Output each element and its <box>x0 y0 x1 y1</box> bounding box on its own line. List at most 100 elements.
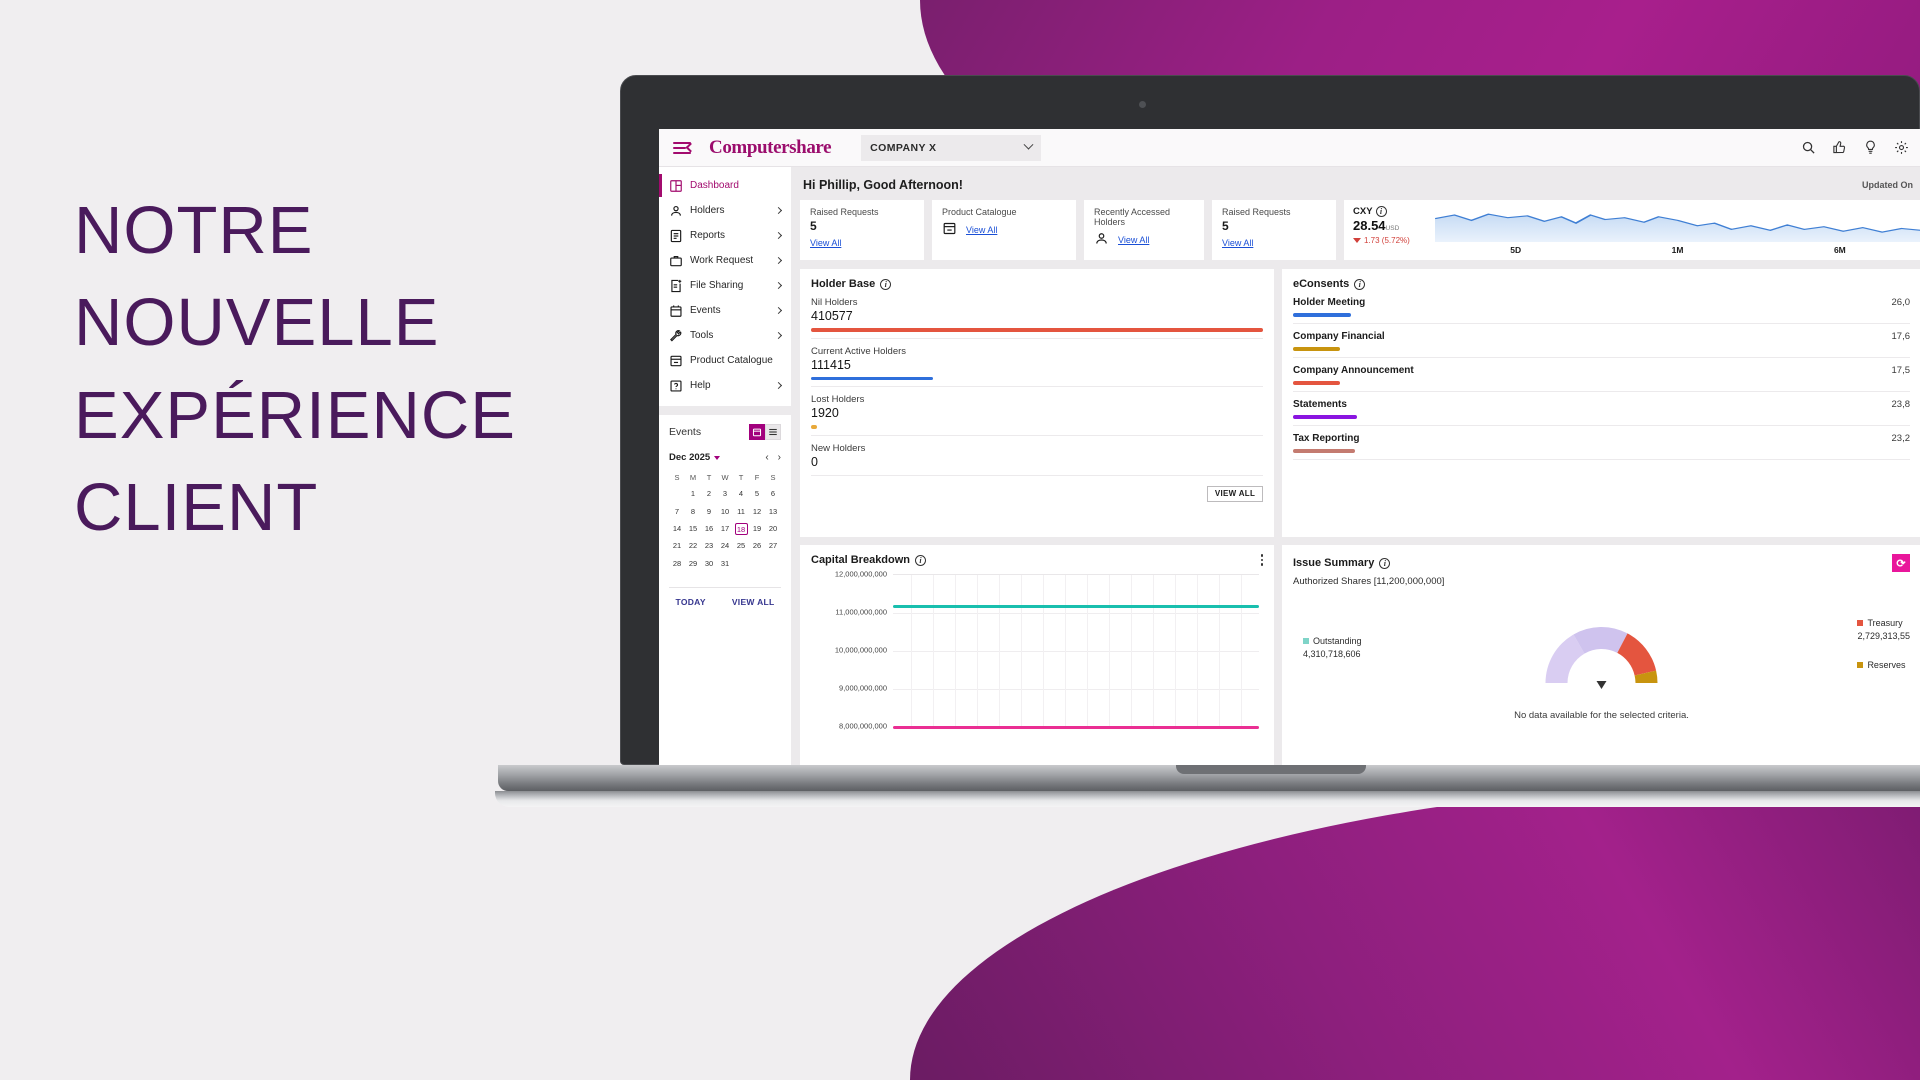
sidebar-item-events[interactable]: Events <box>659 298 791 323</box>
kpi-card-raised-requests-1[interactable]: Raised Requests 5 View All <box>800 200 924 260</box>
calendar-day[interactable] <box>669 484 685 503</box>
sidebar-item-holders[interactable]: Holders <box>659 198 791 223</box>
sidebar-item-help[interactable]: Help <box>659 373 791 398</box>
calendar-day[interactable] <box>733 554 749 573</box>
info-icon[interactable]: i <box>915 554 927 566</box>
kpi-view-all-link[interactable]: View All <box>1118 234 1150 245</box>
refresh-icon[interactable]: ⟳ <box>1892 554 1910 572</box>
calendar-day[interactable]: 15 <box>688 523 698 533</box>
calendar-day[interactable]: 31 <box>720 558 730 568</box>
calendar-day[interactable]: 6 <box>770 488 776 498</box>
info-icon[interactable]: i <box>880 278 892 290</box>
econsent-value: 17,5 <box>1891 365 1911 376</box>
calendar-day[interactable]: 29 <box>688 558 698 568</box>
calendar-day[interactable]: 25 <box>736 540 746 550</box>
calendar-day[interactable]: 2 <box>706 488 712 498</box>
calendar-day[interactable]: 27 <box>768 540 778 550</box>
thumbs-up-icon[interactable] <box>1832 140 1847 155</box>
holder-base-bar <box>811 328 1263 332</box>
holder-base-value: 0 <box>811 454 818 469</box>
kpi-card-recently-accessed-holders[interactable]: Recently Accessed Holders View All <box>1084 200 1204 260</box>
issue-summary-donut: Outstanding 4,310,718,606 Treasury 2,729… <box>1293 591 1910 721</box>
calendar-day[interactable]: 19 <box>752 523 762 533</box>
kpi-card-product-catalogue[interactable]: Product Catalogue View All <box>932 200 1076 260</box>
gear-icon[interactable] <box>1894 140 1909 155</box>
holder-base-row: New Holders 0 <box>811 436 1263 476</box>
kpi-view-all-link[interactable]: View All <box>966 224 998 235</box>
kpi-view-all-link[interactable]: View All <box>810 238 842 249</box>
calendar-day[interactable]: 17 <box>720 523 730 533</box>
calendar-day[interactable]: 20 <box>768 523 778 533</box>
events-header: Events <box>669 424 781 440</box>
calendar-prev-button[interactable]: ‹ <box>765 452 769 463</box>
calendar-day[interactable]: 11 <box>737 506 745 516</box>
calendar-day[interactable]: 10 <box>720 506 730 516</box>
ticker-range-1m[interactable]: 1M <box>1671 245 1684 255</box>
calendar-day[interactable]: 14 <box>672 523 682 533</box>
ticker-sparkline: 5D 1M 6M <box>1434 206 1920 255</box>
econsent-label: Statements <box>1293 399 1347 410</box>
calendar-day[interactable]: 9 <box>706 506 712 516</box>
sidebar-item-tools[interactable]: Tools <box>659 323 791 348</box>
stock-ticker-card[interactable]: CXY i 28.54USD 1.73 (5.72%) <box>1344 200 1920 260</box>
calendar-view-all-button[interactable]: VIEW ALL <box>731 597 775 607</box>
sidebar-item-reports[interactable]: Reports <box>659 223 791 248</box>
holder-base-view-all-button[interactable]: VIEW ALL <box>1207 485 1263 502</box>
calendar-day[interactable]: 12 <box>752 506 762 516</box>
laptop-lid: Computershare COMPANY X <box>620 75 1920 766</box>
company-selector[interactable]: COMPANY X <box>861 134 1042 161</box>
calendar-day[interactable] <box>765 554 781 573</box>
calendar-day[interactable]: 4 <box>738 488 744 498</box>
person-icon <box>671 205 681 216</box>
ticker-range-6m[interactable]: 6M <box>1833 245 1846 255</box>
sidebar-item-file-sharing[interactable]: File Sharing <box>659 273 791 298</box>
sidebar-item-product-catalogue[interactable]: Product Catalogue <box>659 348 791 373</box>
calendar-day[interactable]: 3 <box>722 488 728 498</box>
ticker-range-5d[interactable]: 5D <box>1510 245 1522 255</box>
calendar-day[interactable]: 7 <box>674 506 680 516</box>
search-icon[interactable] <box>1801 140 1816 155</box>
info-icon[interactable]: i <box>1379 557 1391 569</box>
calendar-day[interactable]: 1 <box>690 488 696 498</box>
sidebar-item-dashboard[interactable]: Dashboard <box>659 173 791 198</box>
calendar-day[interactable]: 8 <box>690 506 696 516</box>
calendar-view-icon[interactable] <box>749 424 765 440</box>
donut-legend-right: Treasury 2,729,313,55 Reserves <box>1857 617 1910 672</box>
calendar-month-selector[interactable]: Dec 2025 <box>669 452 721 463</box>
calendar-day[interactable]: 5 <box>754 488 760 498</box>
calendar-day[interactable]: 28 <box>672 558 682 568</box>
calendar-day[interactable] <box>749 554 765 573</box>
headline-line-4: CLIENT <box>74 470 319 546</box>
calendar-week-row: 14 15 16 17 18 19 20 <box>669 520 781 537</box>
calendar-weekday: S <box>674 473 680 482</box>
kpi-card-raised-requests-2[interactable]: Raised Requests 5 View All <box>1212 200 1336 260</box>
calendar-today-button[interactable]: TODAY <box>675 597 706 607</box>
calendar-day-today[interactable]: 18 <box>733 520 749 537</box>
calendar-weekday: W <box>721 473 729 482</box>
holder-base-value: 1920 <box>811 406 839 420</box>
more-options-icon[interactable] <box>1260 554 1263 566</box>
lightbulb-icon[interactable] <box>1863 140 1878 155</box>
kpi-view-all-link[interactable]: View All <box>1222 238 1254 249</box>
list-view-icon[interactable] <box>765 424 781 440</box>
marketing-headline: NOTRE NOUVELLE EXPÉRIENCE CLIENT <box>74 185 634 555</box>
calendar-day[interactable]: 30 <box>704 558 714 568</box>
calendar-day[interactable]: 22 <box>688 540 698 550</box>
donut-chart <box>1545 626 1658 689</box>
calendar-next-button[interactable]: › <box>777 452 781 463</box>
briefcase-icon <box>670 255 682 266</box>
calendar-day[interactable]: 26 <box>752 540 762 550</box>
calendar-day[interactable]: 13 <box>768 506 778 516</box>
hamburger-collapse-icon[interactable] <box>673 140 696 156</box>
company-selector-label: COMPANY X <box>870 141 937 154</box>
calendar-day[interactable]: 21 <box>672 540 682 550</box>
calendar-day[interactable]: 23 <box>704 540 714 550</box>
y-tick: 12,000,000,000 <box>834 569 887 579</box>
info-icon[interactable]: i <box>1354 278 1366 290</box>
info-icon[interactable]: i <box>1375 206 1387 217</box>
calendar-day[interactable]: 24 <box>720 540 730 550</box>
calendar-day[interactable]: 16 <box>704 523 714 533</box>
sidebar-item-work-request[interactable]: Work Request <box>659 248 791 273</box>
kpi-title: Product Catalogue <box>942 207 1017 217</box>
ticker-symbol-row: CXY i <box>1353 206 1435 217</box>
